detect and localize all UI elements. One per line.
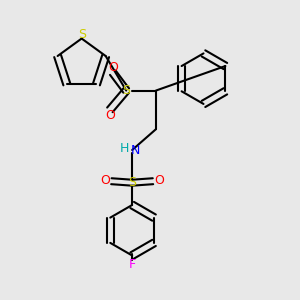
Text: S: S	[78, 28, 86, 41]
Text: O: O	[108, 61, 118, 74]
Text: H: H	[120, 142, 129, 155]
Text: O: O	[154, 174, 164, 187]
Text: F: F	[129, 258, 136, 271]
Text: S: S	[128, 176, 136, 189]
Text: O: O	[105, 109, 115, 122]
Text: O: O	[100, 174, 110, 187]
Text: N: N	[131, 143, 140, 157]
Text: S: S	[122, 84, 130, 97]
